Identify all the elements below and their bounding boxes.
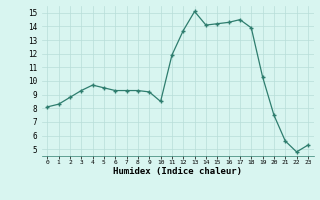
X-axis label: Humidex (Indice chaleur): Humidex (Indice chaleur) [113, 167, 242, 176]
